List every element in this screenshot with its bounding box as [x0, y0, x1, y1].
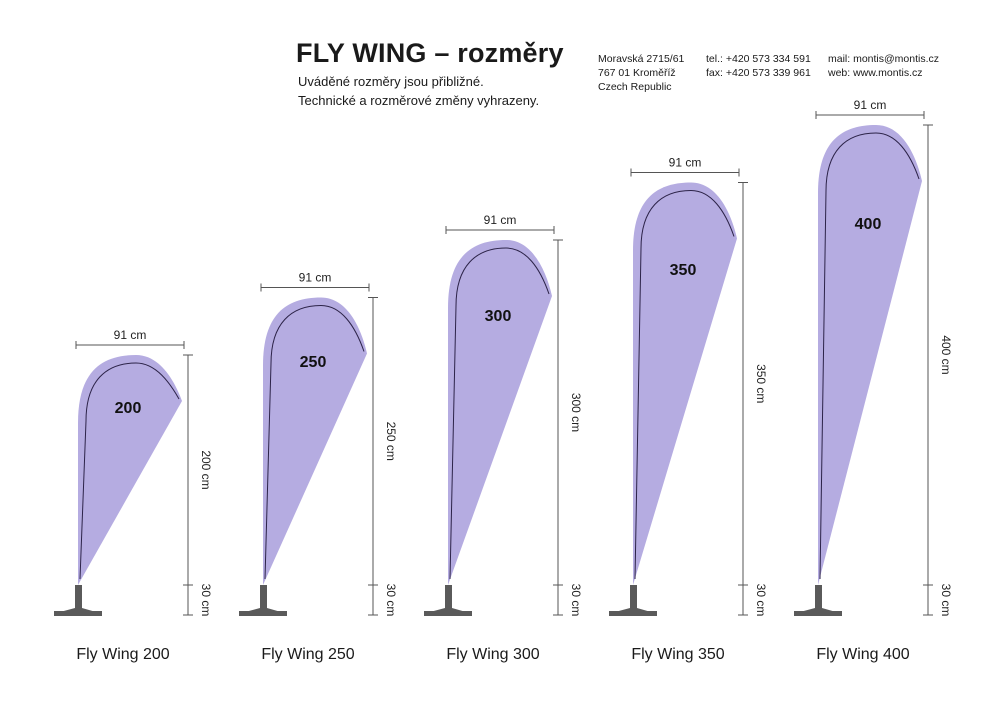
base-brace — [800, 608, 836, 612]
base-brace — [615, 608, 651, 612]
model-caption: Fly Wing 350 — [631, 646, 725, 663]
pole — [445, 585, 452, 613]
base-height-label: 30 cm — [199, 584, 213, 617]
address-city: 767 01 Kroměříž — [598, 67, 676, 79]
pole — [815, 585, 822, 613]
base-brace — [245, 608, 281, 612]
address-street: Moravská 2715/61 — [598, 53, 685, 65]
base-foot — [424, 611, 472, 616]
pole — [260, 585, 267, 613]
flag-fabric — [448, 240, 552, 585]
web-address: web: www.montis.cz — [828, 67, 923, 79]
base-height-label: 30 cm — [384, 584, 398, 617]
flag-fabric — [78, 355, 182, 585]
tel-number: tel.: +420 573 334 591 — [706, 53, 811, 65]
subtitle-reserved: Technické a rozměrové změny vyhrazeny. — [298, 93, 540, 108]
width-label: 91 cm — [114, 328, 147, 342]
flag-number: 300 — [485, 308, 512, 325]
mail-address: mail: montis@montis.cz — [828, 53, 940, 65]
height-label: 250 cm — [384, 422, 398, 461]
flag-fabric — [633, 182, 737, 585]
base-foot — [54, 611, 102, 616]
web-block: mail: montis@montis.cz web: www.montis.c… — [828, 52, 939, 80]
height-label: 400 cm — [939, 335, 953, 374]
height-label: 350 cm — [754, 364, 768, 403]
subtitle-approximate: Uváděné rozměry jsou přibližné. — [298, 74, 484, 89]
width-label: 91 cm — [299, 271, 332, 285]
pole — [630, 585, 637, 613]
base-height-label: 30 cm — [939, 584, 953, 617]
flag-number: 350 — [670, 262, 697, 279]
base-brace — [60, 608, 96, 612]
flag-number: 400 — [855, 216, 882, 233]
flag-number: 250 — [300, 354, 327, 371]
flag-fabric — [263, 297, 367, 585]
base-foot — [794, 611, 842, 616]
width-label: 91 cm — [669, 156, 702, 170]
base-brace — [430, 608, 466, 612]
height-label: 300 cm — [569, 393, 583, 432]
model-caption: Fly Wing 300 — [446, 646, 540, 663]
flag-fabric — [818, 125, 922, 585]
base-foot — [609, 611, 657, 616]
flag-sleeve-line — [819, 132, 920, 580]
flag-sleeve-line — [264, 304, 365, 580]
page-title: FLY WING – rozměry — [296, 38, 564, 68]
flag-sleeve-line — [449, 247, 550, 580]
base-height-label: 30 cm — [569, 584, 583, 617]
pole — [75, 585, 82, 613]
fax-number: fax: +420 573 339 961 — [706, 67, 811, 79]
model-caption: Fly Wing 200 — [76, 646, 170, 663]
height-label: 200 cm — [199, 450, 213, 489]
flag-sleeve-line — [79, 362, 180, 580]
width-label: 91 cm — [854, 98, 887, 112]
model-caption: Fly Wing 250 — [261, 646, 355, 663]
width-label: 91 cm — [484, 213, 517, 227]
phone-block: tel.: +420 573 334 591 fax: +420 573 339… — [706, 52, 811, 80]
model-caption: Fly Wing 400 — [816, 646, 910, 663]
address-block: Moravská 2715/61 767 01 Kroměříž Czech R… — [598, 52, 684, 94]
base-height-label: 30 cm — [754, 584, 768, 617]
base-foot — [239, 611, 287, 616]
flag-sleeve-line — [634, 189, 735, 580]
address-country: Czech Republic — [598, 81, 672, 93]
flag-number: 200 — [115, 400, 142, 417]
